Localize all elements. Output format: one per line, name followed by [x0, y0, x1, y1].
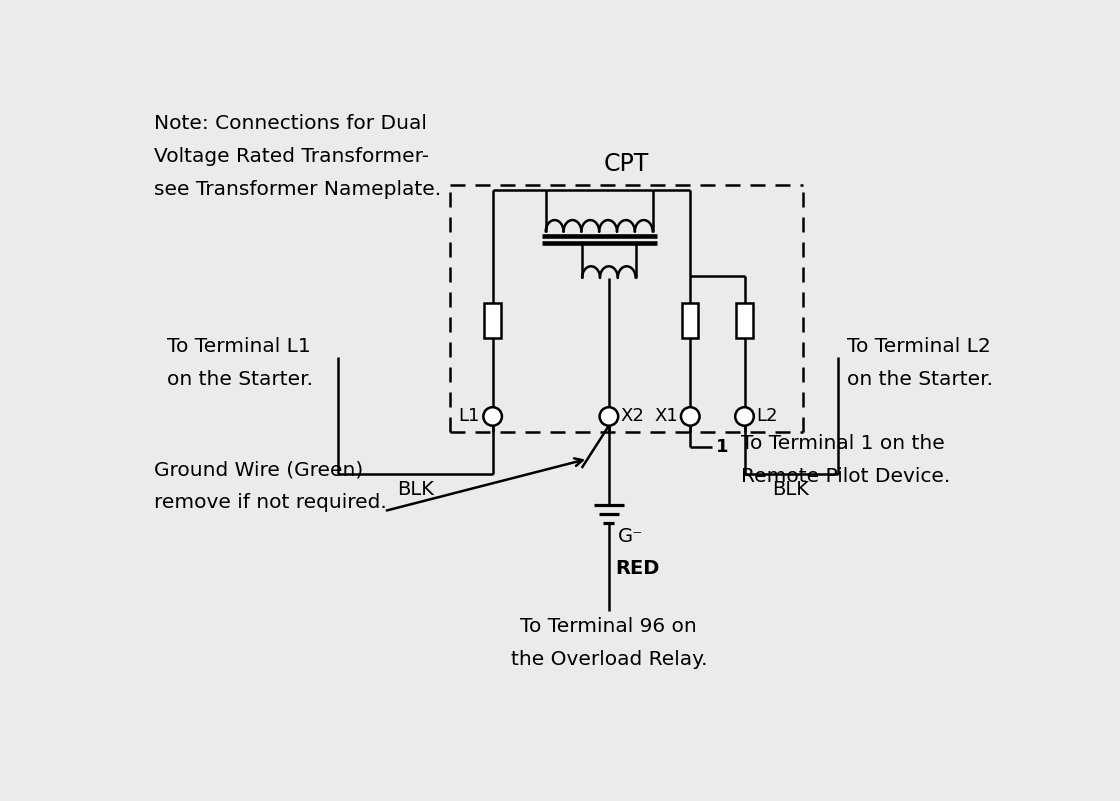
Circle shape	[735, 407, 754, 425]
Text: Ground Wire (Green): Ground Wire (Green)	[153, 461, 363, 479]
Text: remove if not required.: remove if not required.	[153, 493, 386, 513]
Bar	[736, 303, 753, 337]
Text: BLK: BLK	[396, 481, 433, 499]
Text: Voltage Rated Transformer-: Voltage Rated Transformer-	[153, 147, 429, 166]
Text: To Terminal 96 on: To Terminal 96 on	[521, 617, 698, 636]
Text: To Terminal 1 on the: To Terminal 1 on the	[740, 434, 944, 453]
Text: To Terminal L1: To Terminal L1	[167, 337, 311, 356]
Text: 1: 1	[716, 438, 728, 457]
Text: BLK: BLK	[773, 481, 810, 499]
Text: CPT: CPT	[604, 152, 648, 176]
Text: X2: X2	[620, 408, 644, 425]
Text: on the Starter.: on the Starter.	[847, 370, 992, 389]
Text: G⁻: G⁻	[618, 526, 644, 545]
Text: RED: RED	[615, 558, 660, 578]
Bar	[485, 303, 501, 337]
Text: Remote Pilot Device.: Remote Pilot Device.	[740, 467, 950, 486]
Bar	[682, 303, 699, 337]
Text: L1: L1	[458, 408, 479, 425]
Text: Note: Connections for Dual: Note: Connections for Dual	[153, 114, 427, 133]
Text: X1: X1	[655, 408, 679, 425]
Text: on the Starter.: on the Starter.	[167, 370, 314, 389]
Text: To Terminal L2: To Terminal L2	[847, 337, 990, 356]
Circle shape	[484, 407, 502, 425]
Text: L2: L2	[756, 408, 777, 425]
Text: the Overload Relay.: the Overload Relay.	[511, 650, 707, 669]
Circle shape	[681, 407, 700, 425]
Text: see Transformer Nameplate.: see Transformer Nameplate.	[153, 180, 441, 199]
Circle shape	[599, 407, 618, 425]
